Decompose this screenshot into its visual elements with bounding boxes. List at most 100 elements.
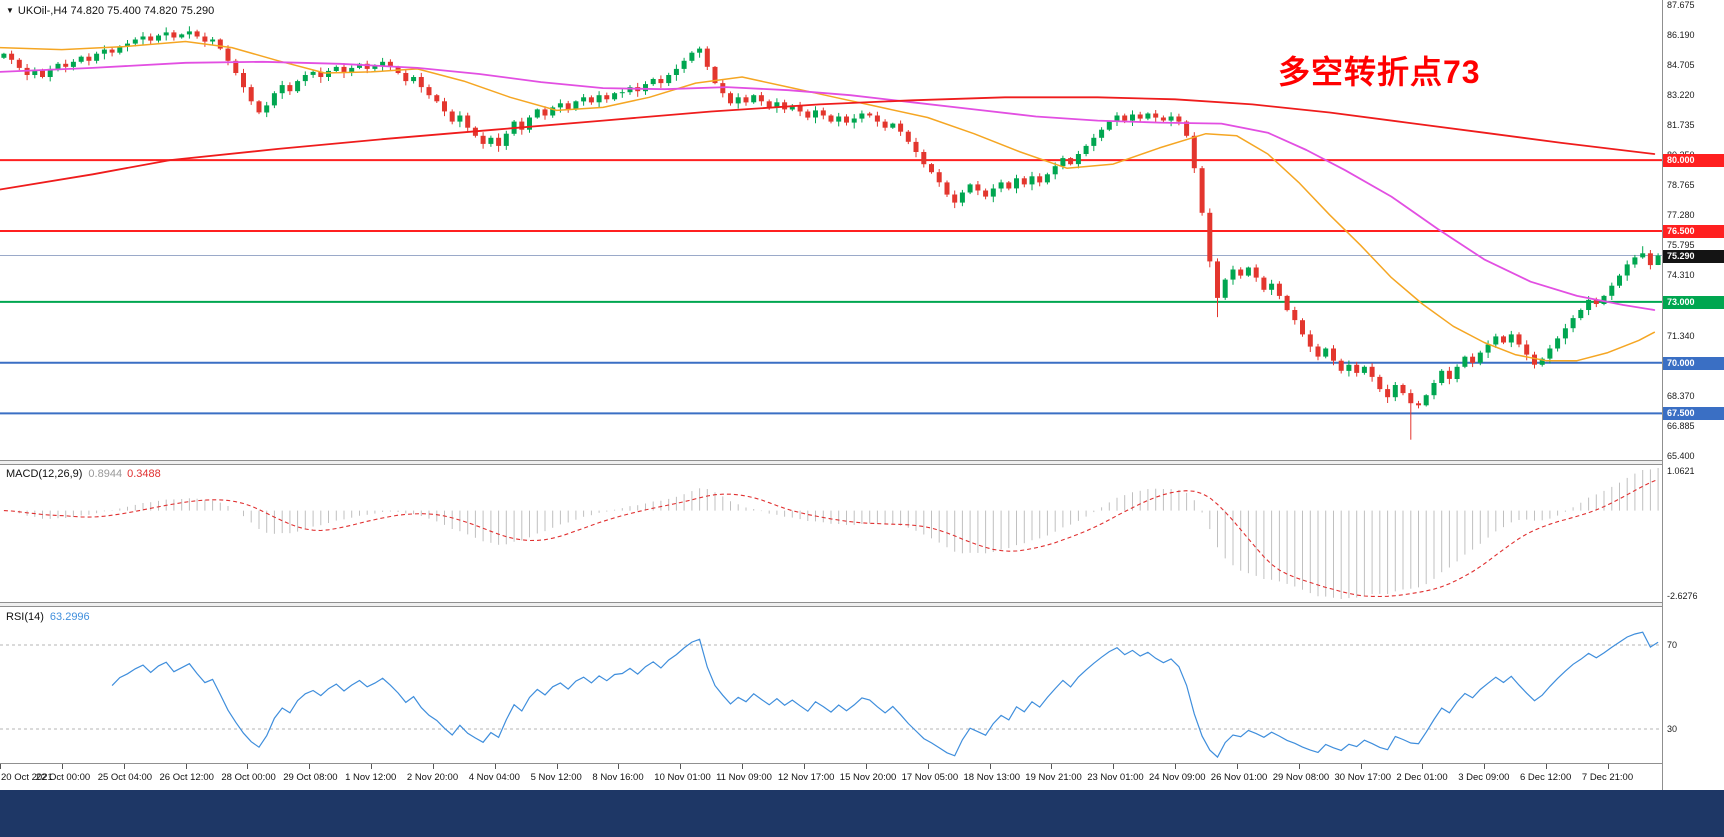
candle-down bbox=[828, 115, 834, 122]
candle-up bbox=[326, 70, 331, 77]
candle-up bbox=[557, 103, 563, 108]
ma-red-slow[interactable] bbox=[0, 96, 1656, 191]
candle-down bbox=[820, 110, 826, 116]
time-axis-tick bbox=[0, 764, 1, 769]
time-axis-tick bbox=[1422, 764, 1424, 769]
candle-down bbox=[867, 113, 873, 116]
candle-up bbox=[666, 75, 672, 84]
candle-up bbox=[1099, 129, 1105, 138]
price-axis[interactable]: 87.67586.19084.70583.22081.73580.25078.7… bbox=[1662, 0, 1724, 790]
candle-up bbox=[179, 34, 185, 38]
time-axis-label: 26 Oct 12:00 bbox=[159, 772, 214, 783]
candle-down bbox=[1284, 295, 1290, 311]
candle-up bbox=[503, 133, 509, 146]
candle-down bbox=[1006, 182, 1012, 189]
candle-up bbox=[264, 105, 270, 113]
candle-down bbox=[519, 121, 525, 130]
candle-down bbox=[1122, 115, 1128, 121]
candle-down bbox=[1037, 176, 1043, 183]
time-axis-label: 1 Nov 12:00 bbox=[345, 772, 397, 783]
candle-down bbox=[1470, 356, 1476, 363]
candle-down bbox=[1408, 393, 1414, 404]
price-axis-label: 86.190 bbox=[1667, 29, 1695, 40]
panel-separator[interactable] bbox=[0, 460, 1724, 465]
candle-up bbox=[1477, 352, 1483, 363]
macd-indicator-label: MACD(12,26,9) 0.8944 0.3488 bbox=[6, 468, 161, 480]
candle-up bbox=[1570, 318, 1576, 329]
time-axis-label: 6 Dec 12:00 bbox=[1520, 772, 1572, 783]
candle-down bbox=[341, 66, 347, 73]
candle-down bbox=[542, 109, 548, 116]
candle-up bbox=[1346, 364, 1352, 371]
candle-down bbox=[1315, 346, 1321, 357]
candle-up bbox=[573, 101, 579, 110]
main-chart-canvas[interactable] bbox=[0, 0, 1662, 460]
candle-down bbox=[1153, 113, 1159, 118]
time-axis-label: 23 Nov 01:00 bbox=[1087, 772, 1144, 783]
candle-down bbox=[442, 101, 447, 112]
candle-down bbox=[797, 105, 803, 112]
candle-up bbox=[186, 31, 192, 35]
time-axis[interactable]: 20 Oct 2021 22 Oct 00:00 25 Oct 04:00 26 Oc… bbox=[0, 764, 1724, 790]
candle-down bbox=[1300, 320, 1305, 335]
candle-up bbox=[1462, 356, 1468, 367]
annotation-text[interactable]: 多空转折点73 bbox=[1278, 54, 1481, 90]
time-axis-label: 19 Nov 21:00 bbox=[1025, 772, 1082, 783]
candle-down bbox=[1338, 360, 1344, 371]
candle-up bbox=[1106, 121, 1112, 130]
price-axis-label: 77.280 bbox=[1667, 210, 1695, 221]
candle-up bbox=[1, 53, 7, 58]
candle-down bbox=[975, 184, 981, 191]
candle-up bbox=[271, 93, 277, 106]
candle-up bbox=[1632, 257, 1638, 265]
candle-down bbox=[1191, 135, 1197, 169]
time-axis-tick bbox=[309, 764, 311, 769]
candle-down bbox=[588, 97, 594, 103]
candle-down bbox=[287, 85, 293, 92]
candle-up bbox=[1485, 344, 1491, 353]
time-axis-tick bbox=[989, 764, 991, 769]
candle-down bbox=[728, 93, 733, 104]
macd-axis-max: 1.0621 bbox=[1667, 466, 1695, 476]
time-axis-label: 10 Nov 01:00 bbox=[654, 772, 711, 783]
candle-down bbox=[1446, 370, 1452, 379]
time-axis-tick bbox=[1298, 764, 1300, 769]
candle-up bbox=[1555, 338, 1561, 349]
candle-up bbox=[697, 48, 703, 53]
candle-up bbox=[279, 85, 285, 94]
candle-down bbox=[194, 31, 200, 37]
candle-up bbox=[140, 36, 146, 40]
candle-up bbox=[735, 97, 741, 104]
candle-up bbox=[1361, 366, 1367, 373]
symbol-dropdown-icon[interactable]: ▼ bbox=[6, 6, 14, 15]
ma-magenta-mid[interactable] bbox=[0, 60, 1656, 311]
candle-up bbox=[1423, 395, 1429, 406]
time-axis-label: 28 Oct 00:00 bbox=[221, 772, 276, 783]
candle-down bbox=[1276, 283, 1282, 296]
ma-orange-fast[interactable] bbox=[0, 40, 1656, 362]
time-axis-tick bbox=[680, 764, 682, 769]
panel-separator[interactable] bbox=[0, 602, 1724, 607]
time-axis-label: 22 Oct 00:00 bbox=[35, 772, 91, 783]
candle-up bbox=[94, 53, 100, 61]
macd-panel-canvas[interactable] bbox=[0, 465, 1662, 602]
candle-down bbox=[766, 101, 772, 108]
candle-up bbox=[751, 95, 757, 103]
time-axis-label: 29 Oct 08:00 bbox=[283, 772, 338, 783]
candle-down bbox=[233, 60, 239, 73]
candle-up bbox=[333, 66, 339, 71]
candle-up bbox=[1586, 299, 1592, 310]
candle-down bbox=[704, 48, 710, 67]
time-axis-label: 5 Nov 12:00 bbox=[530, 772, 582, 783]
candle-down bbox=[604, 95, 610, 100]
candle-up bbox=[681, 60, 687, 69]
candle-up bbox=[1075, 154, 1081, 165]
candle-down bbox=[63, 63, 69, 67]
time-axis-label: 25 Oct 04:00 bbox=[97, 772, 153, 783]
time-axis-tick bbox=[1113, 764, 1115, 769]
candle-down bbox=[1207, 212, 1213, 262]
time-axis-label: 12 Nov 17:00 bbox=[777, 772, 835, 783]
rsi-panel-canvas[interactable] bbox=[0, 607, 1662, 763]
candle-down bbox=[913, 141, 919, 152]
